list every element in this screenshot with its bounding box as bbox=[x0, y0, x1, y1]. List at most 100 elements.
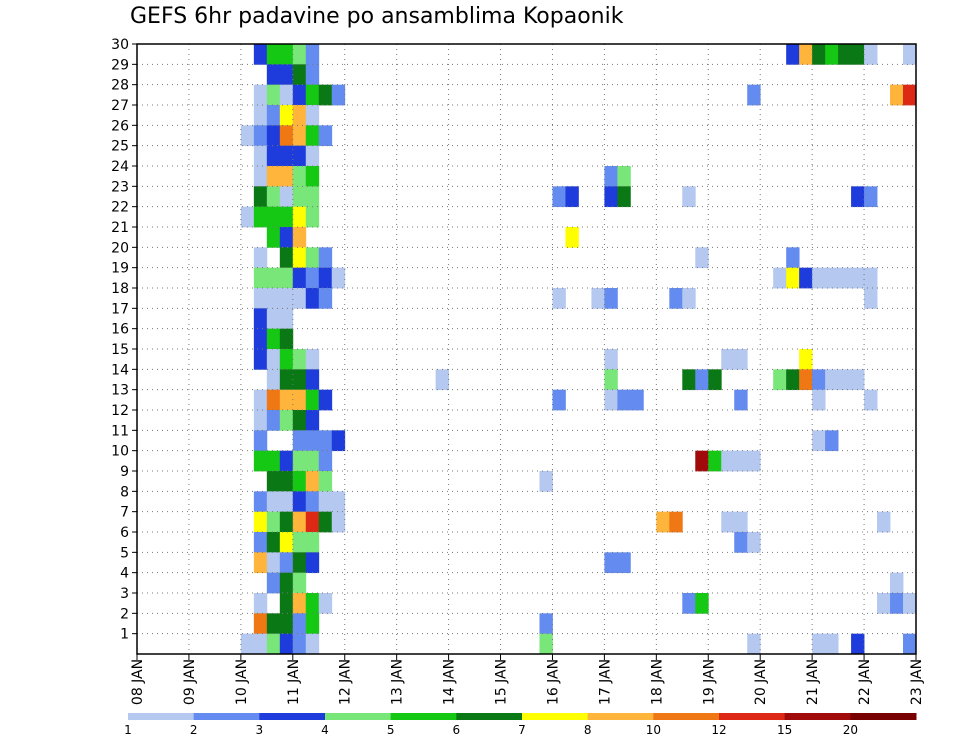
heatmap-cell bbox=[279, 328, 294, 350]
heatmap-cell bbox=[903, 633, 917, 655]
heatmap-cell bbox=[305, 410, 320, 431]
y-tick-label: 23 bbox=[111, 179, 129, 195]
heatmap-cell bbox=[305, 84, 320, 106]
heatmap-cell bbox=[318, 267, 333, 289]
heatmap-cell bbox=[799, 267, 813, 289]
heatmap-cell bbox=[318, 593, 333, 614]
y-tick-label: 9 bbox=[120, 464, 129, 480]
heatmap-cell bbox=[695, 450, 709, 472]
y-tick-label: 16 bbox=[111, 322, 129, 338]
heatmap-cell bbox=[279, 613, 294, 635]
heatmap-cell bbox=[305, 247, 320, 269]
heatmap-cell bbox=[734, 450, 748, 472]
x-tick-label: 23 JAN bbox=[909, 659, 925, 705]
heatmap-cell bbox=[266, 328, 281, 350]
heatmap-cell bbox=[305, 186, 320, 208]
y-tick-label: 17 bbox=[111, 301, 129, 317]
heatmap-cell bbox=[253, 532, 268, 553]
heatmap-cell bbox=[279, 389, 294, 411]
heatmap-cell bbox=[292, 491, 307, 513]
x-tick-label: 19 JAN bbox=[701, 659, 717, 705]
heatmap-cell bbox=[240, 125, 255, 147]
heatmap-cell bbox=[864, 44, 878, 65]
x-tick-label: 22 JAN bbox=[857, 659, 873, 705]
heatmap-cell bbox=[604, 552, 618, 574]
y-tick-label: 18 bbox=[111, 281, 129, 297]
colorbar-swatch bbox=[784, 713, 851, 720]
heatmap-cell bbox=[838, 369, 852, 391]
heatmap-cell bbox=[799, 44, 813, 65]
heatmap-cell bbox=[318, 471, 333, 492]
heatmap-cell bbox=[318, 491, 333, 513]
colorbar-label: 12 bbox=[711, 723, 726, 737]
colorbar-label: 20 bbox=[843, 723, 858, 737]
heatmap-cell bbox=[786, 247, 800, 269]
heatmap-cell bbox=[604, 369, 618, 391]
heatmap-cell bbox=[786, 369, 800, 391]
heatmap-cell bbox=[669, 288, 683, 309]
heatmap-cell bbox=[253, 511, 268, 533]
heatmap-cell bbox=[266, 84, 281, 106]
heatmap-cell bbox=[305, 105, 320, 126]
heatmap-cell bbox=[331, 84, 346, 106]
heatmap-cell bbox=[253, 491, 268, 513]
heatmap-cell bbox=[292, 633, 307, 655]
heatmap-cell bbox=[292, 247, 307, 269]
heatmap-cell bbox=[266, 166, 281, 187]
heatmap-cell bbox=[253, 247, 268, 269]
axes: 1234567891011121314151617181920212223242… bbox=[111, 37, 925, 705]
heatmap-cell bbox=[292, 84, 307, 106]
heatmap-cell bbox=[279, 125, 294, 147]
heatmap-cell bbox=[331, 491, 346, 513]
heatmap-cell bbox=[903, 593, 917, 614]
heatmap-cell bbox=[279, 471, 294, 492]
x-tick-label: 12 JAN bbox=[338, 659, 354, 705]
heatmap-cell bbox=[552, 389, 566, 411]
y-tick-label: 24 bbox=[111, 159, 129, 175]
heatmap-cell bbox=[773, 267, 787, 289]
heatmap-cell bbox=[292, 410, 307, 431]
heatmap-cell bbox=[279, 369, 294, 391]
heatmap-cell bbox=[812, 389, 826, 411]
heatmap-cell bbox=[838, 267, 852, 289]
heatmap-cell bbox=[695, 247, 709, 269]
heatmap-cell bbox=[292, 471, 307, 492]
heatmap-cell bbox=[708, 369, 722, 391]
heatmap-cell bbox=[266, 44, 281, 65]
heatmap-cell bbox=[838, 44, 852, 65]
heatmap-cell bbox=[266, 491, 281, 513]
heatmap-cell bbox=[747, 84, 761, 106]
x-tick-label: 16 JAN bbox=[545, 659, 561, 705]
heatmap-cell bbox=[734, 389, 748, 411]
heatmap-cell bbox=[292, 186, 307, 208]
heatmap-cell bbox=[266, 206, 281, 228]
heatmap-cell bbox=[279, 511, 294, 533]
heatmap-cell bbox=[617, 552, 631, 574]
y-tick-label: 7 bbox=[120, 505, 129, 521]
heatmap-cell bbox=[305, 64, 320, 86]
heatmap-cell bbox=[240, 206, 255, 228]
heatmap-cell bbox=[604, 349, 618, 370]
heatmap-cell bbox=[253, 206, 268, 228]
heatmap-cell bbox=[305, 369, 320, 391]
heatmap-cell bbox=[266, 186, 281, 208]
heatmap-cell bbox=[539, 613, 553, 635]
heatmap-cell bbox=[890, 84, 904, 106]
heatmap-cell bbox=[669, 511, 683, 533]
y-tick-label: 22 bbox=[111, 200, 129, 216]
heatmap-cell bbox=[851, 633, 865, 655]
heatmap-cell bbox=[851, 267, 865, 289]
heatmap-cell bbox=[617, 389, 631, 411]
heatmap-cell bbox=[279, 105, 294, 126]
heatmap-cell bbox=[305, 552, 320, 574]
y-tick-label: 26 bbox=[111, 118, 129, 134]
x-tick-label: 18 JAN bbox=[649, 659, 665, 705]
heatmap-cell bbox=[721, 511, 735, 533]
colorbar-label: 8 bbox=[584, 723, 592, 737]
y-tick-label: 1 bbox=[120, 627, 129, 643]
x-tick-label: 17 JAN bbox=[597, 659, 613, 705]
heatmap-cell bbox=[539, 633, 553, 655]
colorbar-label: 7 bbox=[518, 723, 526, 737]
heatmap-cell bbox=[279, 633, 294, 655]
